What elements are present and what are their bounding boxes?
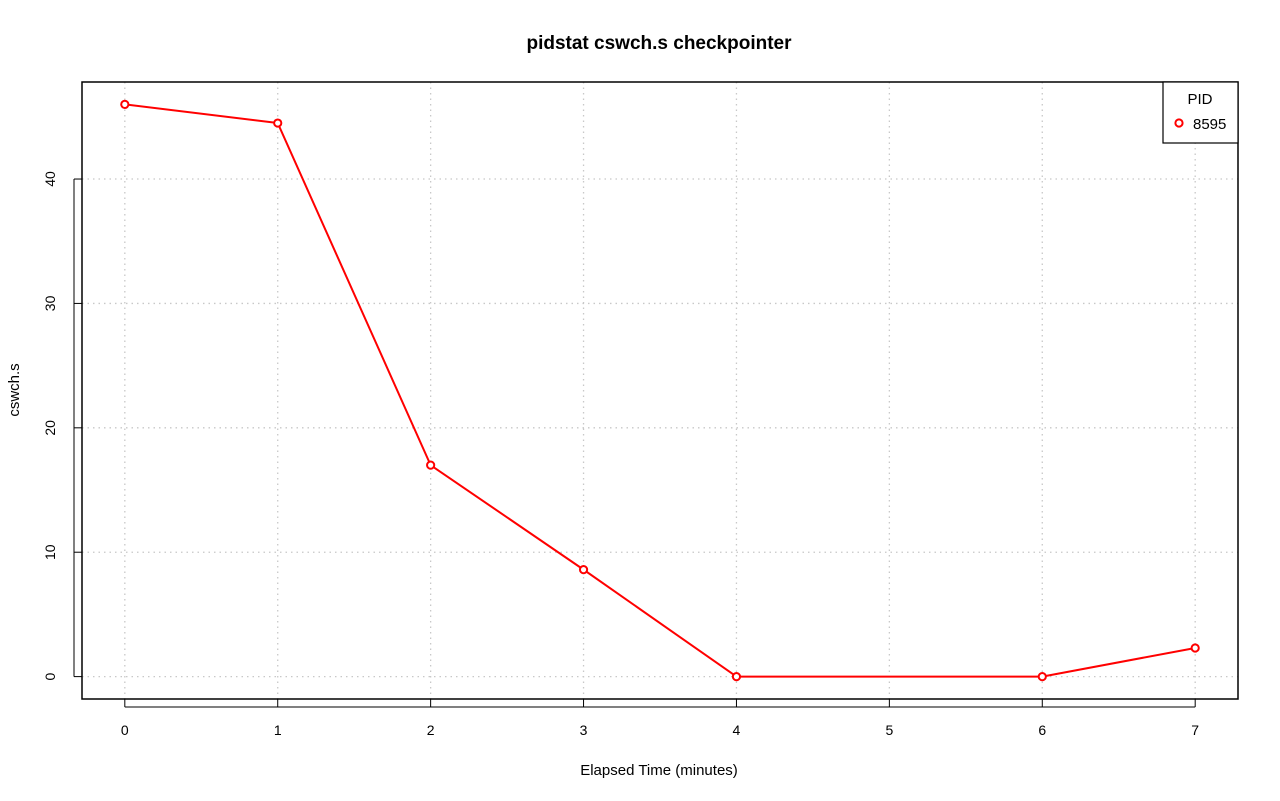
data-point — [273, 118, 283, 128]
series-line-8595 — [124, 103, 1196, 678]
data-point — [120, 99, 130, 109]
legend-title: PID — [1187, 91, 1212, 108]
plot-area-border — [81, 81, 1239, 700]
y-tick-label: 40 — [42, 171, 58, 187]
y-axis-label: cswch.s — [6, 363, 23, 416]
x-tick-label: 6 — [1038, 722, 1046, 738]
x-tick-label: 7 — [1191, 722, 1199, 738]
x-tick-label: 5 — [885, 722, 893, 738]
series-layer — [120, 99, 1200, 682]
data-point — [426, 460, 436, 470]
y-tick-label: 10 — [42, 544, 58, 560]
x-tick-label: 0 — [121, 722, 129, 738]
data-point — [578, 565, 589, 575]
x-tick-label: 3 — [580, 722, 588, 738]
data-point — [1190, 643, 1200, 653]
legend-box — [1162, 81, 1239, 144]
x-tick-label: 4 — [733, 722, 741, 738]
y-tick-label: 0 — [42, 673, 58, 681]
y-tick-label: 20 — [42, 420, 58, 436]
x-tick-label: 2 — [427, 722, 435, 738]
legend-entry-8595: 8595 — [1193, 116, 1226, 133]
y-tick-label: 30 — [42, 295, 58, 311]
legend-marker-8595 — [1174, 118, 1184, 128]
chart-title: pidstat cswch.s checkpointer — [526, 33, 792, 54]
data-point — [731, 672, 742, 682]
grid-lines — [82, 82, 1238, 699]
data-point — [1037, 672, 1047, 682]
axes: 0 1 2 3 4 5 6 7 0 10 20 30 40 — [42, 171, 1199, 738]
x-axis-label: Elapsed Time (minutes) — [580, 762, 738, 779]
legend: PID 8595 — [1162, 81, 1239, 144]
x-tick-label: 1 — [274, 722, 282, 738]
